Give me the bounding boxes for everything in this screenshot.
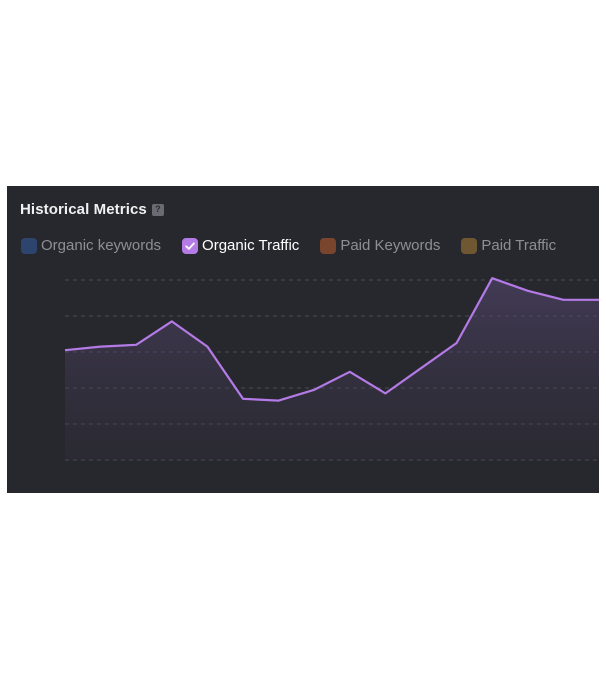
data-point[interactable] bbox=[62, 347, 68, 353]
checkbox-icon[interactable] bbox=[21, 237, 37, 254]
data-point[interactable] bbox=[454, 340, 460, 346]
legend-label: Paid Traffic bbox=[481, 237, 557, 254]
legend-label: Paid Keywords bbox=[340, 237, 441, 254]
data-point[interactable] bbox=[98, 344, 104, 350]
help-icon[interactable]: ? bbox=[151, 203, 164, 216]
checkbox-icon[interactable] bbox=[461, 237, 478, 254]
data-point[interactable] bbox=[240, 396, 246, 402]
widget-header: Historical Metrics ? bbox=[20, 201, 164, 218]
data-point[interactable] bbox=[311, 387, 317, 393]
organic-traffic-line bbox=[64, 277, 599, 402]
chart-legend: Organic keywords Organic Traffic Paid Ke… bbox=[21, 237, 577, 254]
legend-label: Organic Traffic bbox=[202, 237, 300, 254]
data-point[interactable] bbox=[133, 342, 139, 348]
historical-metrics-panel: Historical Metrics ? Organic keywords Or… bbox=[7, 186, 599, 493]
data-point[interactable] bbox=[169, 318, 175, 324]
organic-traffic-chart bbox=[62, 275, 599, 461]
legend-item-paid-traffic[interactable]: Paid Traffic bbox=[461, 237, 556, 254]
legend-item-organic-keywords[interactable]: Organic keywords bbox=[21, 237, 161, 254]
check-icon[interactable] bbox=[182, 237, 199, 254]
data-point[interactable] bbox=[525, 288, 531, 294]
widget-title: Historical Metrics bbox=[20, 201, 147, 218]
data-point[interactable] bbox=[347, 369, 353, 375]
data-point[interactable] bbox=[489, 275, 495, 281]
data-point[interactable] bbox=[418, 365, 424, 371]
checkmark-icon bbox=[185, 242, 195, 250]
legend-label: Organic keywords bbox=[41, 237, 162, 254]
checkbox-icon[interactable] bbox=[320, 237, 337, 254]
data-point[interactable] bbox=[276, 398, 282, 404]
legend-item-paid-keywords[interactable]: Paid Keywords bbox=[320, 237, 440, 254]
organic-traffic-area bbox=[65, 278, 599, 460]
data-point[interactable] bbox=[382, 390, 388, 396]
legend-item-organic-traffic[interactable]: Organic Traffic bbox=[182, 237, 299, 254]
data-point[interactable] bbox=[560, 297, 566, 303]
data-point[interactable] bbox=[204, 344, 210, 350]
